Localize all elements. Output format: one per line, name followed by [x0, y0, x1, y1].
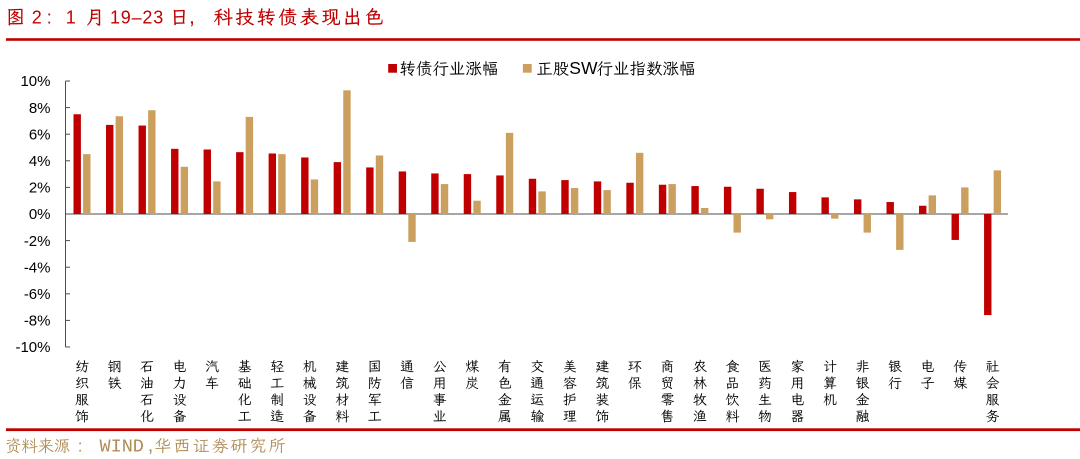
svg-text:1: 1: [66, 8, 76, 28]
svg-text:-2%: -2%: [24, 233, 51, 250]
svg-text:6%: 6%: [29, 126, 51, 143]
svg-text:-6%: -6%: [24, 286, 51, 303]
svg-text:-10%: -10%: [15, 339, 50, 356]
svg-text:2%: 2%: [29, 180, 51, 197]
svg-text:0%: 0%: [29, 206, 51, 223]
svg-text:-8%: -8%: [24, 313, 51, 330]
svg-text:19–23: 19–23: [110, 8, 164, 28]
svg-text:WIND: WIND: [100, 437, 144, 458]
svg-text:,: ,: [148, 435, 154, 457]
svg-text:2: 2: [32, 8, 42, 28]
svg-text:,: ,: [189, 6, 195, 29]
svg-text:10%: 10%: [20, 73, 50, 90]
svg-text:-4%: -4%: [24, 259, 51, 276]
svg-text::: :: [47, 8, 52, 28]
svg-text::: :: [78, 437, 83, 456]
svg-text:SW: SW: [569, 58, 598, 78]
svg-text:4%: 4%: [29, 153, 51, 170]
svg-text:8%: 8%: [29, 100, 51, 117]
